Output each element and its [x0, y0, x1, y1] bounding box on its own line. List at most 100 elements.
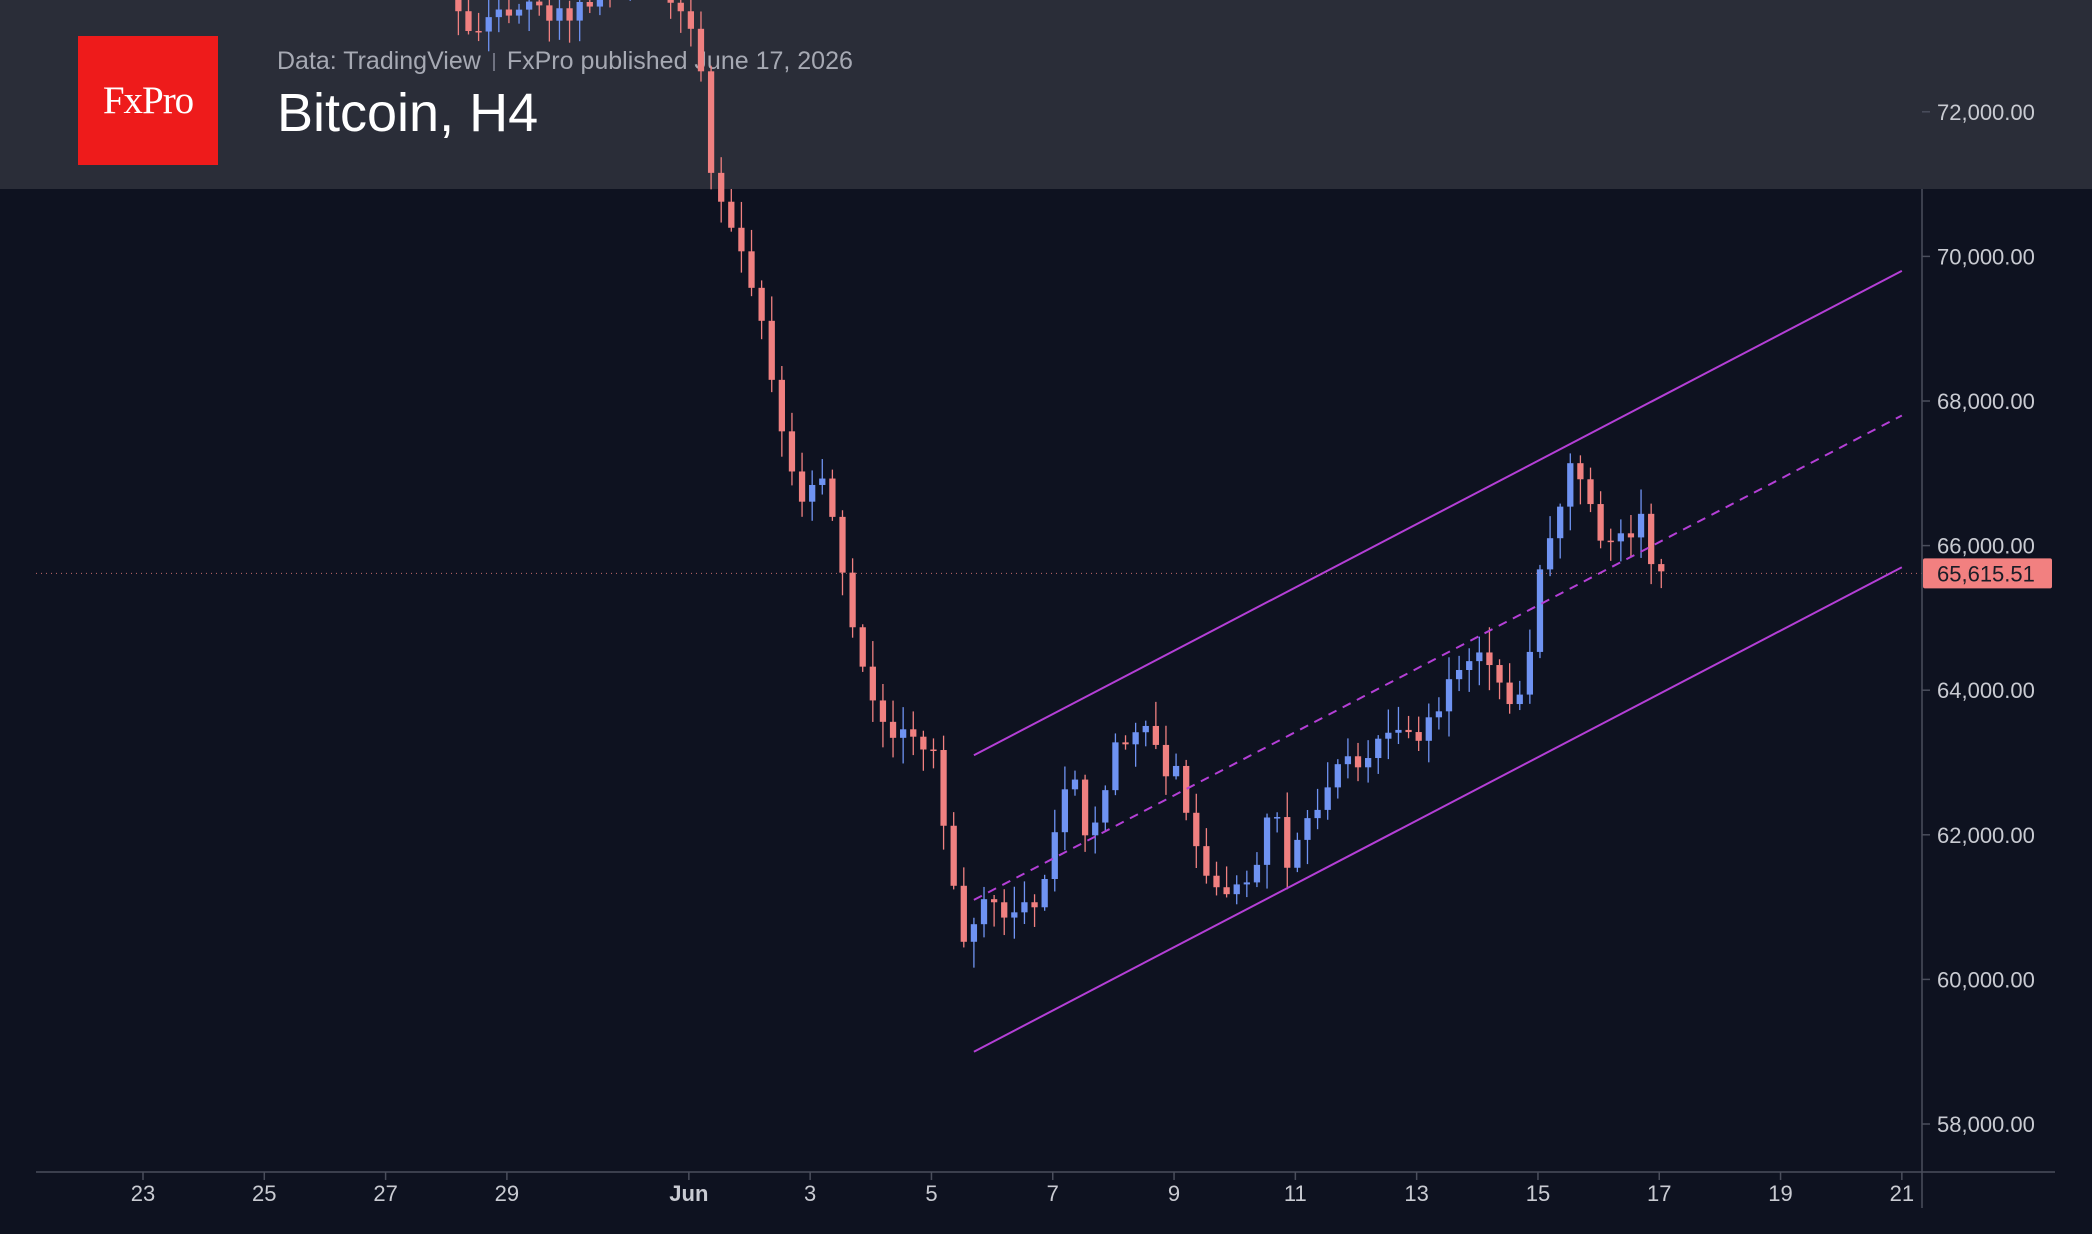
candle-body [1243, 882, 1250, 885]
candle-body [920, 736, 927, 750]
candle-body [1516, 694, 1523, 705]
candle-body [849, 572, 856, 628]
data-source: Data: TradingView [277, 47, 481, 75]
candle-body [475, 30, 482, 33]
candle-body [1344, 756, 1352, 765]
channel-middle-line [973, 414, 1903, 901]
candle-body [1081, 779, 1089, 836]
candle-body [1213, 875, 1220, 888]
candle-body [738, 227, 745, 252]
candle-body [1304, 818, 1311, 840]
candle-body [1536, 569, 1544, 652]
candle-body [869, 666, 876, 701]
candle-body [1071, 779, 1079, 790]
x-tick-label: 3 [804, 1181, 816, 1206]
candle-body [1607, 540, 1614, 543]
candle-body [940, 750, 947, 826]
candle-body [829, 478, 836, 517]
candle-body [576, 1, 583, 21]
candle-body [879, 700, 887, 722]
candle-body [465, 11, 472, 31]
candle-body [515, 9, 523, 16]
candle-body [1334, 764, 1341, 788]
candle-body [697, 28, 705, 72]
candle-body [1597, 504, 1604, 541]
x-tick-label: 5 [925, 1181, 937, 1206]
candle-body [1021, 902, 1028, 913]
chart-title: Bitcoin, H4 [277, 83, 539, 143]
candle-body [1263, 817, 1271, 865]
candle-body [1172, 765, 1180, 777]
candle-body [1112, 742, 1119, 791]
candle-body [1405, 729, 1412, 733]
x-tick-label: 11 [1284, 1181, 1307, 1206]
candle-body [1183, 765, 1190, 813]
candle-body [1354, 756, 1362, 768]
candle-body [728, 201, 735, 228]
last-price-label: 65,615.51 [1937, 561, 2035, 586]
candle-body [718, 172, 725, 202]
candle-body [1466, 661, 1473, 671]
candles-layer [455, 0, 1665, 968]
candle-body [1011, 912, 1018, 918]
candle-body [1486, 652, 1493, 666]
candle-body [1132, 732, 1139, 745]
candle-body [536, 1, 543, 6]
candle-body [677, 2, 684, 12]
candle-body [839, 516, 846, 573]
candle-body [1526, 651, 1533, 695]
candle-body [910, 729, 917, 737]
candle-body [526, 1, 533, 10]
candle-body [1253, 864, 1261, 883]
y-tick-label: 72,000.00 [1937, 100, 2035, 125]
candle-body [788, 431, 796, 472]
channel-lower-line [973, 566, 1903, 1053]
candle-body [1455, 670, 1463, 680]
candle-body [1051, 832, 1058, 880]
candle-body [1142, 725, 1149, 733]
candle-body [1587, 479, 1594, 505]
candle-body [1496, 665, 1503, 683]
candle-body [667, 0, 674, 3]
publish-info: FxPro published June 17, 2026 [506, 47, 853, 75]
candle-body [1364, 758, 1372, 768]
candle-body [1092, 822, 1099, 836]
x-tick-label: 27 [373, 1181, 397, 1206]
candle-body [1617, 533, 1624, 542]
candle-body [1274, 817, 1281, 819]
candle-body [1102, 790, 1109, 823]
candle-body [1001, 902, 1008, 918]
chart-meta: Data: TradingView FxPro published June 17… [277, 47, 853, 76]
candle-body [970, 924, 978, 942]
candle-body [889, 721, 897, 738]
candle-body [586, 1, 593, 7]
candle-body [455, 0, 462, 12]
candle-body [950, 825, 957, 886]
candle-body [1233, 884, 1240, 895]
logo-text: FxPro [102, 79, 194, 122]
y-tick-label: 60,000.00 [1937, 967, 2035, 992]
candle-body [495, 9, 502, 18]
candle-body [1061, 789, 1069, 833]
candle-body [1314, 809, 1321, 819]
y-tick-label: 64,000.00 [1937, 678, 2035, 703]
candle-body [1041, 879, 1048, 908]
candle-body [1637, 513, 1645, 538]
candle-body [505, 9, 513, 16]
candle-body [1294, 839, 1301, 868]
y-tick-label: 68,000.00 [1937, 389, 2035, 414]
x-tick-label: 17 [1647, 1181, 1671, 1206]
x-tick-label: 7 [1047, 1181, 1059, 1206]
meta-separator [492, 53, 495, 72]
candle-body [546, 5, 553, 21]
candle-body [1031, 902, 1038, 908]
candle-body [1577, 463, 1584, 480]
candle-body [1395, 729, 1402, 733]
overlay-layer [36, 269, 1922, 1053]
candle-body [1122, 742, 1129, 745]
x-tick-label: 29 [495, 1181, 519, 1206]
candle-body [687, 11, 695, 29]
candle-body [1648, 513, 1655, 565]
candle-body [1284, 817, 1291, 868]
